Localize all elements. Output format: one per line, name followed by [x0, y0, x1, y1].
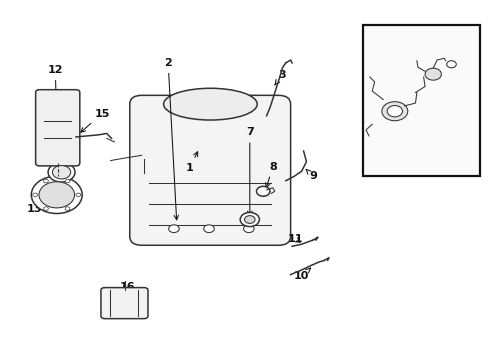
Circle shape — [204, 225, 214, 233]
FancyBboxPatch shape — [36, 90, 80, 166]
Text: 7: 7 — [246, 127, 254, 216]
Circle shape — [387, 105, 402, 117]
Circle shape — [33, 193, 38, 197]
Circle shape — [31, 176, 82, 213]
Text: 5: 5 — [433, 63, 441, 73]
Circle shape — [240, 212, 259, 226]
Text: 11: 11 — [288, 234, 303, 244]
Circle shape — [52, 166, 71, 179]
Text: 1: 1 — [186, 152, 197, 173]
Text: 14: 14 — [59, 160, 75, 170]
Bar — [363, 25, 480, 176]
Circle shape — [382, 102, 408, 121]
Circle shape — [245, 216, 255, 224]
Circle shape — [44, 179, 49, 183]
Circle shape — [39, 182, 74, 208]
Text: 12: 12 — [48, 65, 63, 156]
Text: 3: 3 — [275, 70, 286, 85]
Circle shape — [244, 225, 254, 233]
Circle shape — [425, 68, 441, 80]
Ellipse shape — [164, 88, 257, 120]
Text: 13: 13 — [27, 197, 52, 214]
Circle shape — [257, 186, 270, 196]
Circle shape — [169, 225, 179, 233]
Circle shape — [48, 162, 75, 182]
Circle shape — [447, 61, 456, 68]
Text: 2: 2 — [164, 58, 178, 220]
Text: 8: 8 — [266, 162, 277, 188]
Circle shape — [76, 193, 81, 197]
Text: 15: 15 — [81, 109, 110, 132]
Circle shape — [65, 207, 70, 210]
Text: 10: 10 — [294, 268, 311, 281]
Circle shape — [65, 179, 70, 183]
FancyBboxPatch shape — [101, 288, 148, 319]
Text: 16: 16 — [120, 282, 135, 292]
Text: 6: 6 — [379, 98, 387, 108]
Text: 9: 9 — [306, 170, 317, 181]
FancyBboxPatch shape — [130, 95, 291, 245]
Circle shape — [44, 207, 49, 210]
Text: 4: 4 — [412, 35, 420, 45]
